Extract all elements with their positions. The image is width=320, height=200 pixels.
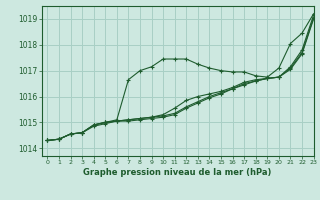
X-axis label: Graphe pression niveau de la mer (hPa): Graphe pression niveau de la mer (hPa) bbox=[84, 168, 272, 177]
